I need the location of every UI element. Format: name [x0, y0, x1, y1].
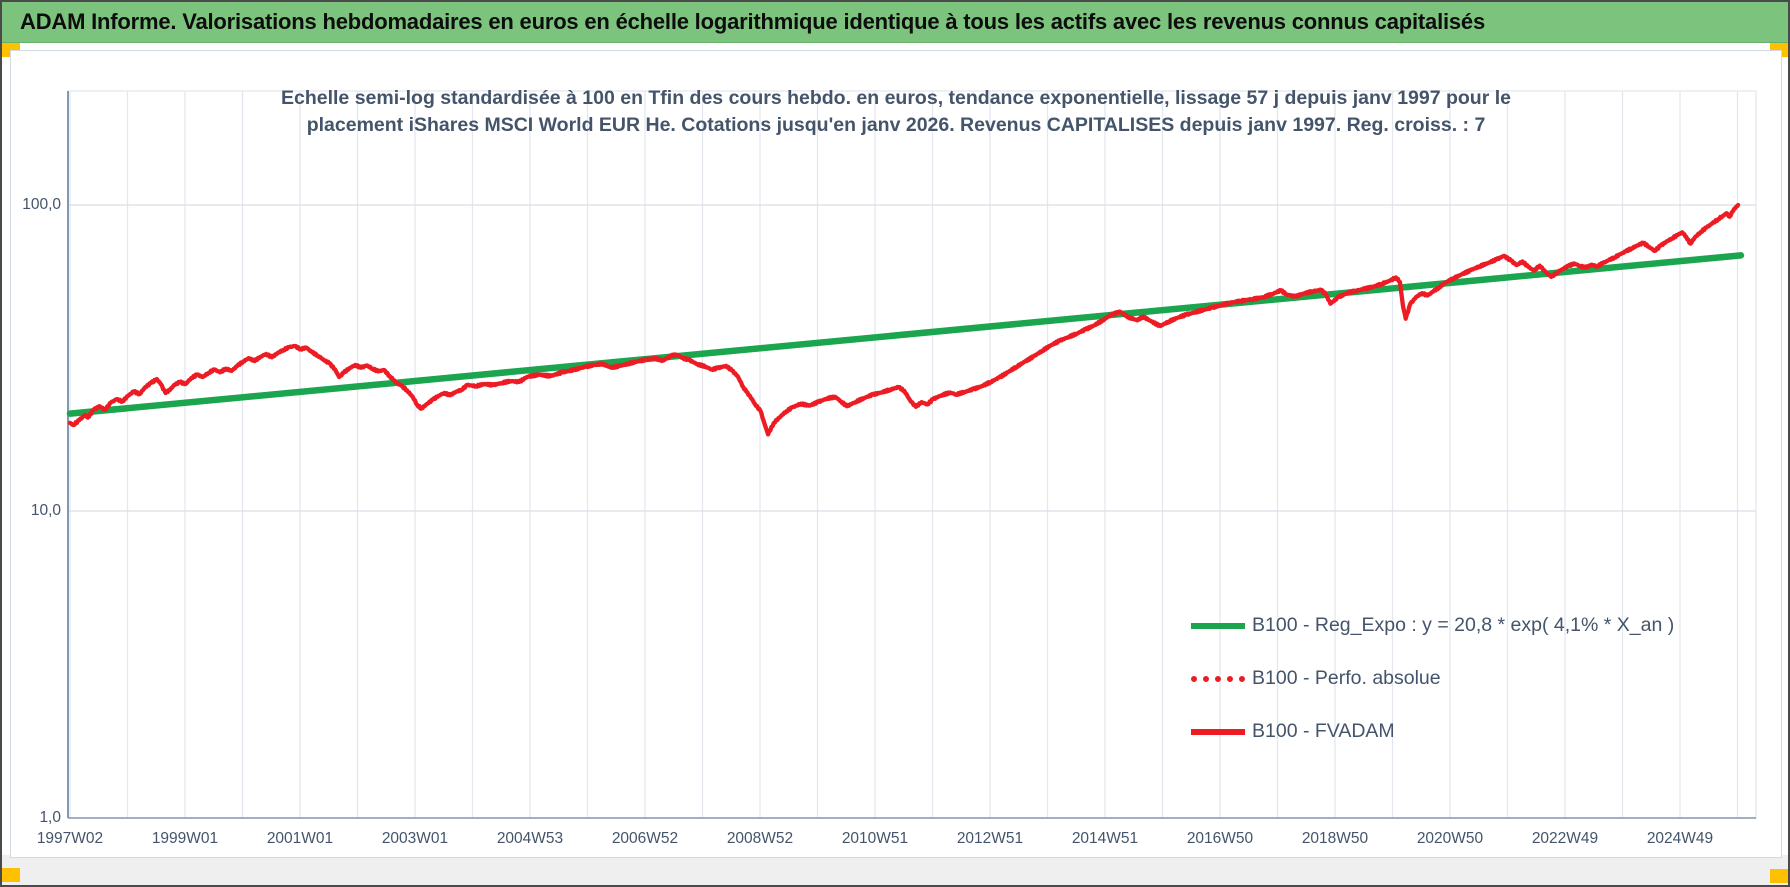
x-axis-tick-label: 2012W51	[956, 830, 1024, 847]
x-axis-tick-label: 2018W50	[1301, 830, 1369, 847]
header-bar: ADAM Informe. Valorisations hebdomadaire…	[2, 2, 1788, 43]
x-axis-tick-label: 2014W51	[1071, 830, 1139, 847]
legend-item: B100 - Reg_Expo : y = 20,8 * exp( 4,1% *…	[1191, 599, 1674, 652]
x-axis-tick-label: 2020W50	[1416, 830, 1484, 847]
corner-accent-bottom-right	[1770, 869, 1788, 883]
fvadam-line-series	[67, 202, 1741, 437]
x-axis-tick-label: 2016W50	[1186, 830, 1254, 847]
chart-title: Echelle semi-log standardisée à 100 en T…	[11, 85, 1781, 139]
x-axis-tick-label: 2008W52	[726, 830, 794, 847]
x-axis-tick-label: 1999W01	[151, 830, 219, 847]
y-axis-tick-10: 10,0	[30, 502, 61, 519]
legend-swatch-red	[1191, 728, 1245, 735]
x-axis-tick-label: 2006W52	[611, 830, 679, 847]
chart-legend: B100 - Reg_Expo : y = 20,8 * exp( 4,1% *…	[1191, 599, 1674, 758]
header-title: ADAM Informe. Valorisations hebdomadaire…	[20, 9, 1485, 34]
legend-label: B100 - Perfo. absolue	[1252, 667, 1441, 689]
x-axis-tick-label: 2010W51	[841, 830, 909, 847]
legend-item: B100 - Perfo. absolue	[1191, 652, 1674, 705]
corner-accent-bottom-left	[2, 868, 20, 882]
chart-area: Echelle semi-log standardisée à 100 en T…	[10, 50, 1782, 858]
x-axis-tick-label: 2003W01	[381, 830, 449, 847]
y-axis-tick-100: 100,0	[22, 196, 61, 213]
bottom-strip	[2, 855, 1788, 885]
chart-title-line2: placement iShares MSCI World EUR He. Cot…	[306, 114, 1486, 136]
legend-item: B100 - FVADAM	[1191, 705, 1674, 758]
x-axis-tick-label: 1997W02	[36, 830, 104, 847]
chart-plot-area	[66, 90, 1757, 819]
x-axis-tick-label: 2001W01	[266, 830, 334, 847]
legend-label: B100 - Reg_Expo : y = 20,8 * exp( 4,1% *…	[1252, 614, 1675, 636]
regression-line-series	[66, 252, 1745, 417]
x-axis-tick-label: 2022W49	[1531, 830, 1599, 847]
legend-swatch-green	[1191, 622, 1245, 629]
x-axis-tick-label: 2004W53	[496, 830, 564, 847]
y-axis-tick-1: 1,0	[39, 809, 61, 826]
x-axis-tick-label: 2024W49	[1646, 830, 1714, 847]
legend-swatch-dotted-red	[1191, 675, 1245, 682]
legend-label: B100 - FVADAM	[1252, 720, 1395, 742]
chart-title-line1: Echelle semi-log standardisée à 100 en T…	[280, 87, 1511, 109]
